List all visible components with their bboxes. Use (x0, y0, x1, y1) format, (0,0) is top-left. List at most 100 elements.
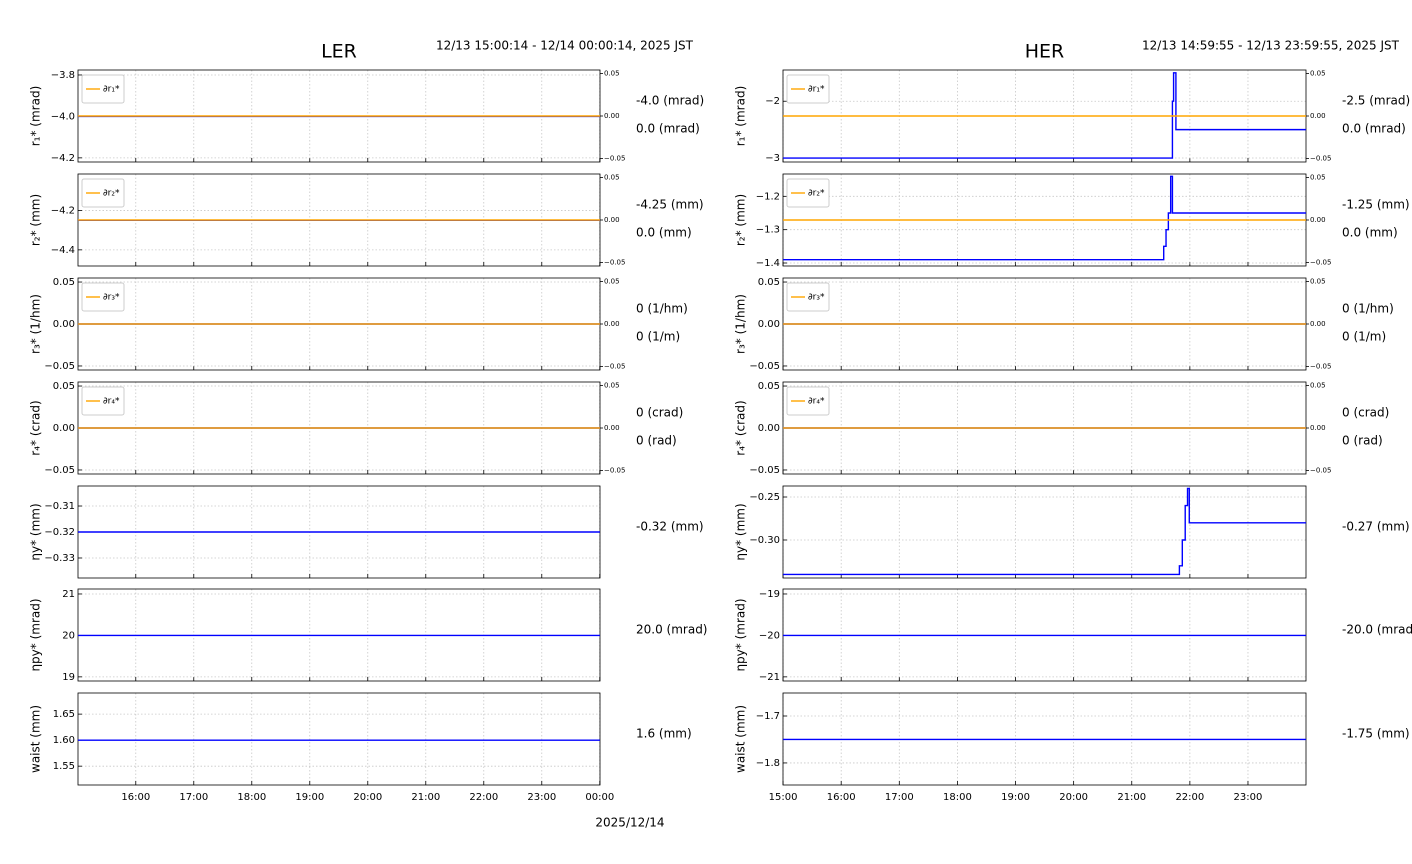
y2-tick-label: 0.05 (1310, 69, 1326, 77)
chart-subtitle: 12/13 14:59:55 - 12/13 23:59:55, 2025 JS… (1142, 39, 1400, 53)
legend-box (786, 386, 830, 416)
y-tick-label: −1.8 (756, 758, 780, 769)
legend-label: ∂r₃* (103, 293, 120, 303)
y2-tick-label: 0.05 (1310, 381, 1326, 389)
plot-frame (782, 485, 1307, 579)
y-tick-label: 0.05 (758, 277, 780, 288)
y-axis-label: r₄* (crad) (734, 400, 748, 455)
readout: -4.25 (mm) (636, 198, 704, 212)
y-tick-label: 0.05 (758, 381, 780, 392)
y-tick-label: −1.4 (756, 258, 780, 269)
y2-tick-label: 0.00 (604, 216, 620, 224)
x-tick-label: 17:00 (885, 792, 914, 803)
legend-box (81, 386, 125, 416)
series-line (783, 175, 1306, 261)
y-tick-label: −21 (759, 672, 780, 683)
readout: -4.0 (mrad) (636, 94, 704, 108)
y-axis-label: r₂* (mm) (734, 194, 748, 246)
x-tick-label: 23:00 (1234, 792, 1263, 803)
x-tick-label: 23:00 (527, 792, 556, 803)
legend-box (786, 178, 830, 208)
x-tick-label: 22:00 (1175, 792, 1204, 803)
readout: 20.0 (mrad) (636, 623, 708, 637)
legend-box (81, 178, 125, 208)
y-tick-label: −4.4 (51, 245, 75, 256)
chart-title: HER (1025, 41, 1065, 63)
x-tick-label: 22:00 (469, 792, 498, 803)
readout: 0.0 (mrad) (636, 122, 700, 136)
y-tick-label: 0.05 (53, 277, 75, 288)
y2-tick-label: −0.05 (604, 467, 625, 475)
readout: 0 (rad) (636, 434, 677, 448)
y2-tick-label: 0.05 (604, 277, 620, 285)
y2-tick-label: 0.05 (1310, 173, 1326, 181)
y-axis-label: ηpy* (mrad) (734, 598, 748, 671)
y-tick-label: −2 (765, 96, 780, 107)
chart-subtitle: 12/13 15:00:14 - 12/14 00:00:14, 2025 JS… (436, 39, 694, 53)
y-tick-label: −0.05 (749, 361, 780, 372)
legend-label: ∂r₁* (103, 85, 120, 95)
x-tick-label: 21:00 (1117, 792, 1146, 803)
y-tick-label: 19 (62, 672, 75, 683)
series-line (783, 72, 1306, 159)
y-tick-label: 0.05 (53, 381, 75, 392)
legend-label: ∂r₂* (808, 189, 825, 199)
y-axis-label: ηy* (mm) (29, 503, 43, 560)
readout: 0 (1/m) (636, 330, 680, 344)
readout: -0.27 (mm) (1342, 520, 1410, 534)
x-tick-label: 00:00 (585, 792, 614, 803)
x-tick-label: 16:00 (827, 792, 856, 803)
readout: -2.5 (mrad) (1342, 94, 1410, 108)
y-tick-label: 1.60 (53, 735, 75, 746)
legend-label: ∂r₄* (103, 397, 120, 407)
y-axis-label: waist (mm) (29, 705, 43, 773)
y2-tick-label: 0.05 (1310, 277, 1326, 285)
readout: 0 (crad) (636, 406, 683, 420)
y-tick-label: 0.00 (53, 319, 75, 330)
y-tick-label: 0.00 (758, 423, 780, 434)
y-tick-label: −0.31 (44, 501, 75, 512)
y-tick-label: −19 (759, 589, 780, 600)
x-tick-label: 15:00 (769, 792, 798, 803)
y2-tick-label: 0.00 (1310, 424, 1326, 432)
series-line (783, 487, 1306, 576)
y2-tick-label: −0.05 (1310, 467, 1331, 475)
y2-tick-label: 0.00 (604, 320, 620, 328)
readout: 0 (1/hm) (636, 302, 688, 316)
y-tick-label: −0.30 (749, 535, 780, 546)
y2-tick-label: −0.05 (604, 155, 625, 163)
y-axis-label: r₁* (mrad) (29, 86, 43, 147)
y-axis-label: r₃* (1/hm) (734, 294, 748, 354)
y-axis-label: r₄* (crad) (29, 400, 43, 455)
plot-frame (77, 692, 601, 786)
y-axis-label: r₁* (mrad) (734, 86, 748, 147)
y-tick-label: −4.2 (51, 153, 75, 164)
legend-label: ∂r₁* (808, 85, 825, 95)
y2-tick-label: 0.00 (1310, 216, 1326, 224)
y-tick-label: 1.65 (53, 709, 75, 720)
x-tick-label: 21:00 (411, 792, 440, 803)
y2-tick-label: −0.05 (1310, 259, 1331, 267)
readout: 0.0 (mrad) (1342, 122, 1406, 136)
y-tick-label: 20 (62, 630, 75, 641)
y2-tick-label: −0.05 (604, 259, 625, 267)
readout: 0 (rad) (1342, 434, 1383, 448)
y-tick-label: −1.7 (756, 711, 780, 722)
y-tick-label: −0.25 (749, 492, 780, 503)
y-tick-label: 21 (62, 589, 75, 600)
x-annotation: 2025/12/14 (595, 816, 664, 830)
y-tick-label: −4.0 (51, 111, 75, 122)
x-tick-label: 20:00 (1059, 792, 1088, 803)
y2-tick-label: −0.05 (1310, 363, 1331, 371)
y-tick-label: −3 (765, 153, 780, 164)
readout: 0 (crad) (1342, 406, 1389, 420)
y2-tick-label: 0.05 (604, 381, 620, 389)
y-axis-label: ηpy* (mrad) (29, 598, 43, 671)
y-tick-label: −0.05 (749, 465, 780, 476)
chart-title: LER (321, 41, 357, 63)
x-tick-label: 19:00 (295, 792, 324, 803)
legend-box (81, 74, 125, 104)
y-axis-label: r₂* (mm) (29, 194, 43, 246)
y-axis-label: r₃* (1/hm) (29, 294, 43, 354)
